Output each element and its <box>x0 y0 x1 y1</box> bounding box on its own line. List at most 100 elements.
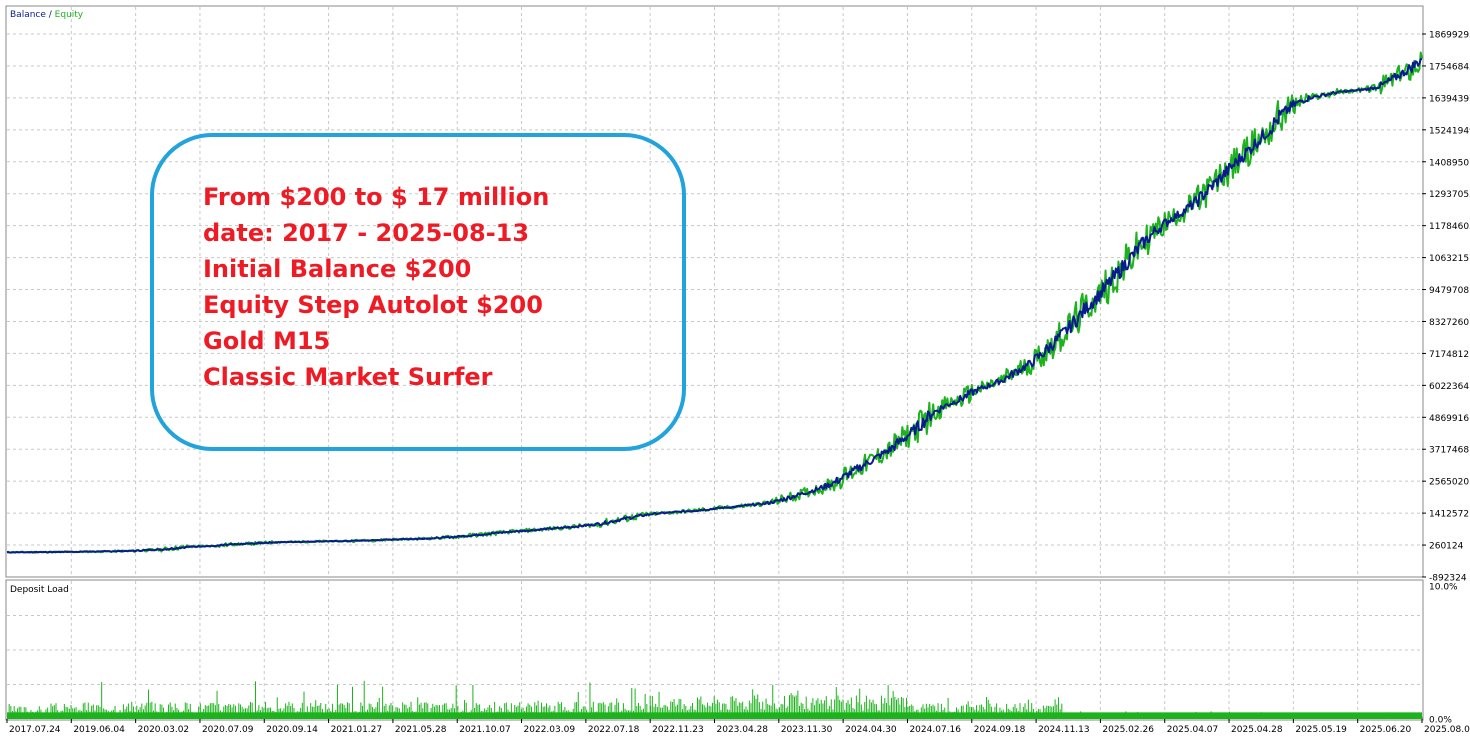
deposit-load-bar <box>832 709 834 719</box>
deposit-load-bar <box>1130 715 1132 719</box>
deposit-load-bar <box>1421 716 1423 719</box>
deposit-load-bar <box>1404 714 1406 719</box>
deposit-load-bar <box>906 697 908 719</box>
deposit-load-bar <box>32 711 34 719</box>
deposit-load-bar <box>602 702 604 719</box>
deposit-load-bar <box>854 709 856 719</box>
deposit-load-bar <box>584 706 586 719</box>
deposit-load-bar <box>1057 697 1059 719</box>
x-axis: 2017.07.24 2019.06.04 2020.03.02 2020.07.09… <box>6 719 1470 735</box>
deposit-load-bar <box>551 711 553 719</box>
deposit-load-bar <box>777 709 779 719</box>
deposit-load-bar <box>681 709 683 719</box>
deposit-load-bar <box>671 702 673 719</box>
legend-separator: / <box>46 10 55 20</box>
deposit-load-bar <box>800 702 802 719</box>
deposit-load-bar <box>459 712 461 719</box>
deposit-load-bar <box>1371 716 1373 719</box>
deposit-load-bar <box>522 707 524 719</box>
deposit-load-bar <box>368 703 370 719</box>
deposit-load-bar <box>1056 704 1058 719</box>
deposit-load-bar <box>79 709 81 719</box>
deposit-load-bar <box>136 705 138 719</box>
deposit-load-bar <box>392 705 394 719</box>
deposit-load-bar <box>255 681 257 719</box>
deposit-load-bar <box>1007 708 1009 719</box>
deposit-load-bar <box>256 710 258 719</box>
deposit-load-bar <box>792 695 794 719</box>
deposit-load-bar <box>273 710 275 719</box>
deposit-load-bar <box>208 705 210 719</box>
deposit-load-bar <box>179 712 181 719</box>
deposit-load-bar <box>1331 716 1333 719</box>
deposit-load-bar <box>326 709 328 719</box>
deposit-load-bar <box>1080 711 1082 719</box>
deposit-load-bar <box>1083 717 1085 719</box>
deposit-load-bar <box>571 711 573 719</box>
deposit-load-bar <box>437 705 439 719</box>
x-tick-label: 2024.07.16 <box>909 725 961 735</box>
deposit-load-bar <box>231 707 233 719</box>
deposit-load-bar <box>940 703 942 719</box>
deposit-load-bar <box>260 710 262 719</box>
deposit-load-bar <box>1202 716 1204 719</box>
deposit-load-bar <box>1158 717 1160 719</box>
deposit-load-bar <box>650 705 652 719</box>
deposit-load-bar <box>285 703 287 719</box>
deposit-load-bar <box>469 712 471 719</box>
deposit-load-bar <box>984 709 986 719</box>
deposit-load-bar <box>644 693 646 719</box>
deposit-load-bar <box>243 708 245 719</box>
deposit-load-bar <box>472 684 474 719</box>
deposit-load-bar <box>1039 709 1041 719</box>
deposit-load-bar <box>569 711 571 719</box>
deposit-load-bar <box>43 712 45 719</box>
deposit-load-bar <box>829 705 831 719</box>
deposit-load-bar <box>502 711 504 719</box>
deposit-load-bar <box>1239 715 1241 719</box>
deposit-load-bar <box>163 707 165 719</box>
deposit-load-bar <box>33 714 35 719</box>
deposit-load-bar <box>244 708 246 719</box>
deposit-load-bar <box>1148 714 1150 719</box>
deposit-load-bar <box>683 704 685 719</box>
deposit-load-bar <box>1280 717 1282 719</box>
deposit-load-bar <box>1165 715 1167 719</box>
deposit-load-bar <box>616 698 618 719</box>
deposit-load-bar <box>1381 716 1383 719</box>
deposit-load-bar <box>627 710 629 719</box>
deposit-load-bar <box>1014 704 1016 719</box>
deposit-load-bar <box>1344 716 1346 719</box>
deposit-load-bar <box>874 704 876 719</box>
deposit-load-bar <box>87 702 89 719</box>
deposit-load-bar <box>1314 713 1316 719</box>
deposit-load-bar <box>1207 717 1209 719</box>
deposit-load-bar <box>1317 715 1319 719</box>
deposit-load-bar <box>920 707 922 719</box>
deposit-load-bar <box>510 703 512 719</box>
deposit-load-bar <box>181 711 183 719</box>
deposit-load-bar <box>37 710 39 719</box>
deposit-load-bar <box>809 710 811 719</box>
y-tick-label: 18699293 <box>1429 31 1470 41</box>
deposit-load-bar <box>494 701 496 719</box>
deposit-load-bar <box>325 703 327 719</box>
deposit-load-bar <box>300 707 302 719</box>
deposit-load-bar <box>1396 716 1398 719</box>
deposit-load-bar <box>557 701 559 719</box>
deposit-load-bar <box>52 706 54 719</box>
y-tick-label: 1412572 <box>1429 510 1469 520</box>
deposit-load-bar <box>465 702 467 719</box>
deposit-load-bar <box>10 706 12 719</box>
deposit-load-bar <box>345 707 347 719</box>
deposit-load-bar <box>75 707 77 719</box>
deposit-load-bar <box>1369 715 1371 719</box>
deposit-load-bar <box>1282 715 1284 719</box>
deposit-load-bar <box>251 702 253 719</box>
deposit-load-bar <box>624 708 626 719</box>
x-tick-label: 2024.11.13 <box>1038 725 1090 735</box>
deposit-load-bar <box>715 703 717 719</box>
deposit-load-bar <box>129 710 131 719</box>
deposit-load-bar <box>1386 716 1388 719</box>
deposit-load-bar <box>505 702 507 719</box>
